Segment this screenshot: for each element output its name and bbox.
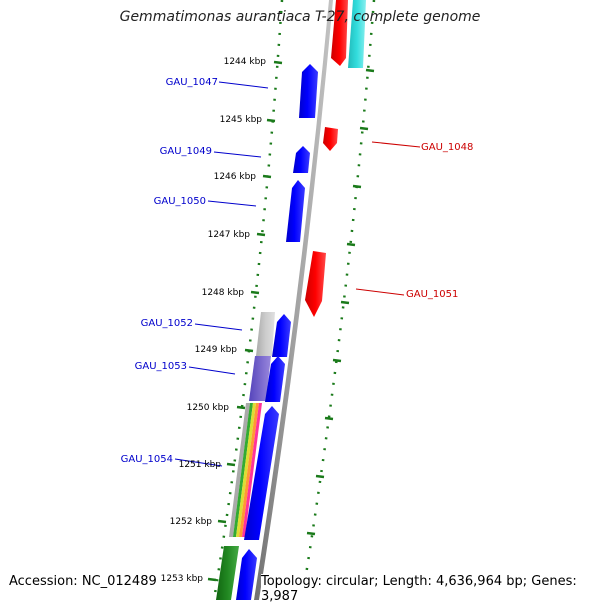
- gene-label[interactable]: GAU_1052: [141, 318, 193, 329]
- gene-gau-1052[interactable]: [272, 314, 291, 357]
- tick-label: 1247 kbp: [208, 230, 251, 240]
- gene-gau-1048[interactable]: [323, 127, 338, 151]
- tick-label: 1245 kbp: [220, 115, 263, 125]
- gene-label[interactable]: GAU_1048: [421, 142, 473, 153]
- tick-label: 1244 kbp: [224, 57, 267, 67]
- gene-minus-bottom[interactable]: [236, 549, 257, 600]
- accession-text: Accession: NC_012489: [9, 574, 157, 589]
- genome-backbone: [254, 0, 333, 600]
- gene-label[interactable]: GAU_1050: [154, 196, 206, 207]
- tick-label: 1253 kbp: [161, 574, 204, 584]
- tick-label: 1246 kbp: [214, 172, 257, 182]
- gene-label[interactable]: GAU_1047: [166, 77, 218, 88]
- gene-label[interactable]: GAU_1051: [406, 289, 458, 300]
- gene-label[interactable]: GAU_1054: [121, 454, 173, 465]
- gene-label[interactable]: GAU_1049: [160, 146, 212, 157]
- tick-label: 1252 kbp: [170, 517, 213, 527]
- outer-major-ticks: [296, 68, 375, 594]
- gene-gau-1047[interactable]: [299, 64, 318, 118]
- gene-gau-1054[interactable]: [244, 406, 279, 540]
- gene-plus-top[interactable]: [331, 0, 348, 66]
- gene-gau-1051[interactable]: [305, 251, 326, 317]
- gene-green-bottom[interactable]: [216, 546, 239, 600]
- gene-gau-1054-strip[interactable]: [229, 403, 262, 537]
- gene-gau-1053[interactable]: [265, 356, 285, 402]
- gene-gau-1052-grey[interactable]: [256, 312, 275, 356]
- label-leader-lines: [174, 81, 421, 467]
- tick-label: 1250 kbp: [187, 403, 230, 413]
- gene-gau-1049[interactable]: [293, 146, 310, 173]
- gene-cyan-top[interactable]: [348, 0, 366, 68]
- tick-label: 1249 kbp: [195, 345, 238, 355]
- inner-major-ticks: [207, 60, 283, 582]
- tick-label: 1248 kbp: [202, 288, 245, 298]
- map-title: Gemmatimonas aurantiaca T-27, complete g…: [119, 9, 481, 25]
- gene-gau-1050[interactable]: [286, 180, 305, 242]
- gene-label[interactable]: GAU_1053: [135, 361, 187, 372]
- tick-label: 1251 kbp: [179, 460, 222, 470]
- gene-gau-1053-purple[interactable]: [249, 356, 271, 401]
- tick-labels: 1244 kbp 1245 kbp 1246 kbp 1247 kbp 1248…: [161, 57, 267, 584]
- gene-labels: GAU_1047 GAU_1048 GAU_1049 GAU_1050 GAU_…: [121, 77, 474, 465]
